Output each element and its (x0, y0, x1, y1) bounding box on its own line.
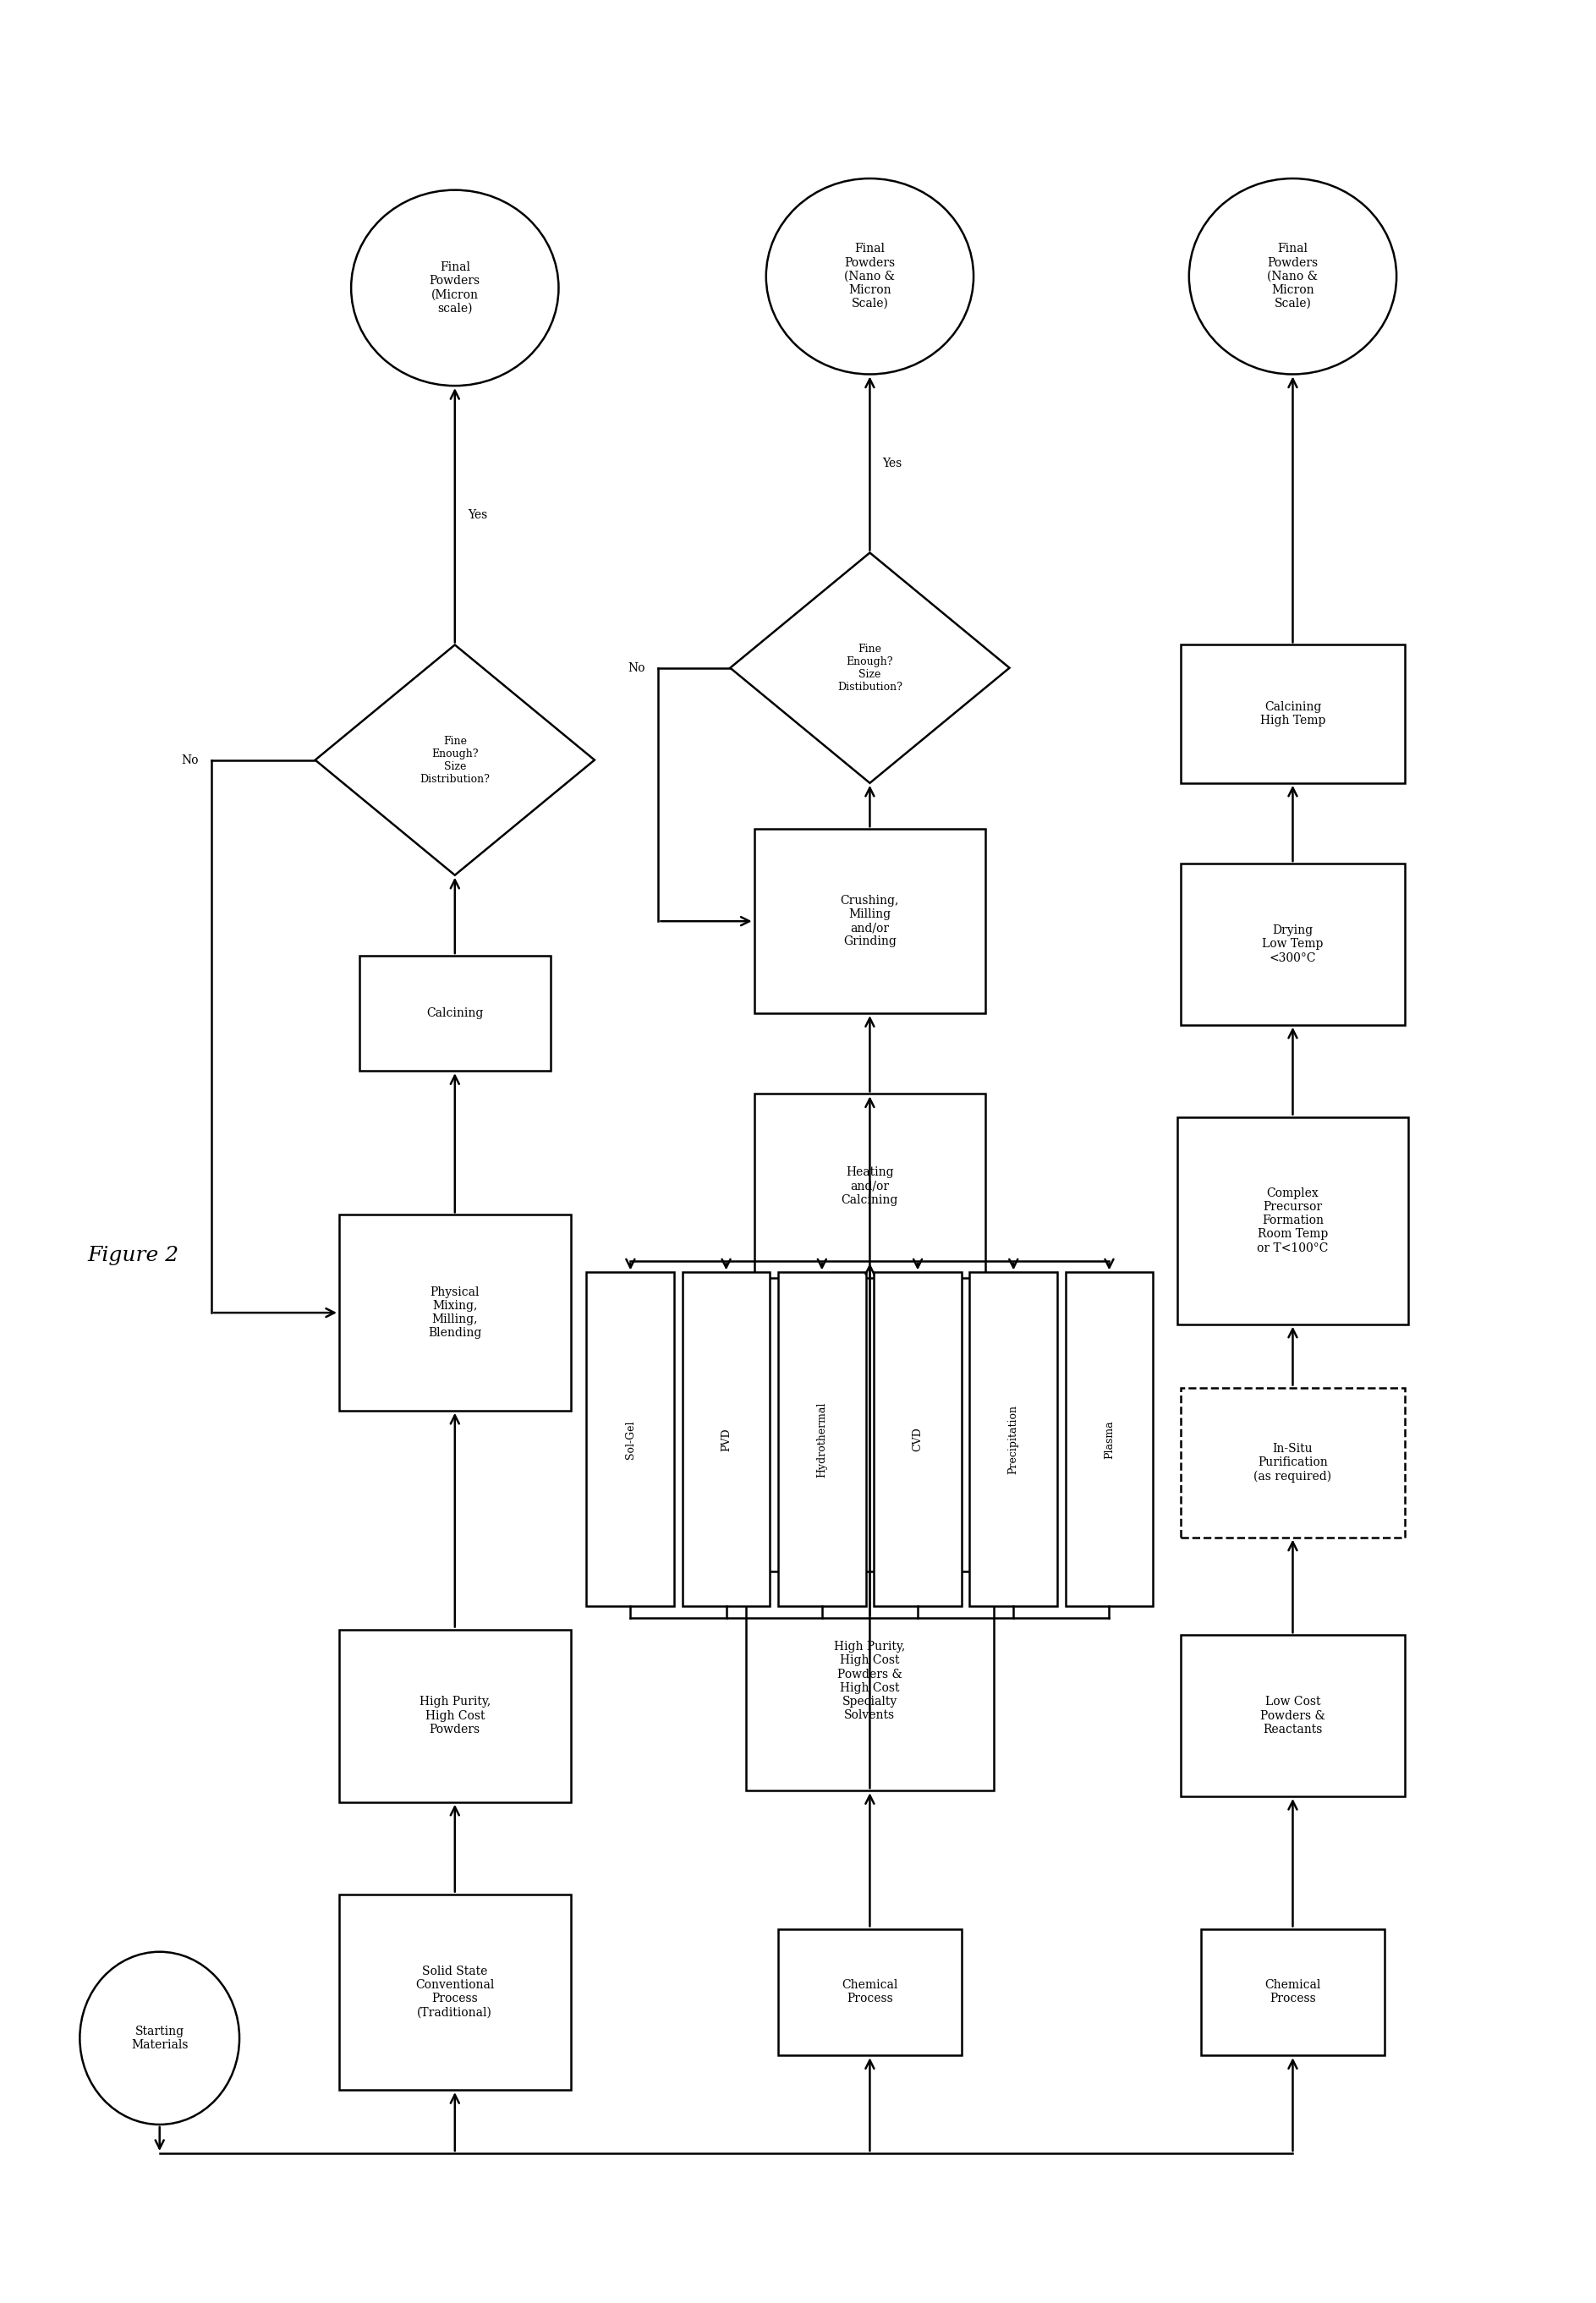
Text: PVD: PVD (721, 1428, 731, 1451)
Polygon shape (314, 645, 594, 875)
Text: Heating
and/or
Calcining: Heating and/or Calcining (841, 1165, 899, 1207)
FancyBboxPatch shape (747, 1571, 993, 1792)
Text: Final
Powders
(Nano &
Micron
Scale): Final Powders (Nano & Micron Scale) (844, 244, 895, 309)
FancyBboxPatch shape (875, 1271, 962, 1607)
Text: Plasma: Plasma (1104, 1421, 1114, 1458)
FancyBboxPatch shape (1181, 864, 1404, 1025)
Text: CVD: CVD (913, 1428, 922, 1451)
FancyBboxPatch shape (683, 1271, 771, 1607)
Text: High Purity,
High Cost
Powders &
High Cost
Specialty
Solvents: High Purity, High Cost Powders & High Co… (835, 1642, 905, 1720)
FancyBboxPatch shape (1181, 645, 1404, 783)
Text: Yes: Yes (883, 458, 902, 470)
Ellipse shape (1189, 180, 1396, 373)
FancyBboxPatch shape (1181, 1386, 1404, 1538)
Text: No: No (629, 661, 645, 675)
Text: No: No (182, 753, 198, 767)
Text: Starting
Materials: Starting Materials (131, 2024, 188, 2052)
Text: Final
Powders
(Micron
scale): Final Powders (Micron scale) (429, 263, 480, 313)
Ellipse shape (351, 191, 559, 385)
Text: Figure 2: Figure 2 (88, 1246, 179, 1264)
FancyBboxPatch shape (755, 829, 986, 1013)
Text: Fine
Enough?
Size
Distibution?: Fine Enough? Size Distibution? (838, 643, 902, 693)
Text: Drying
Low Temp
<300°C: Drying Low Temp <300°C (1262, 924, 1323, 965)
Text: Calcining
High Temp: Calcining High Temp (1259, 700, 1326, 728)
Text: Hydrothermal: Hydrothermal (817, 1403, 827, 1476)
Text: Sol-Gel: Sol-Gel (626, 1421, 635, 1458)
FancyBboxPatch shape (755, 1094, 986, 1278)
Text: Physical
Mixing,
Milling,
Blending: Physical Mixing, Milling, Blending (428, 1287, 482, 1338)
FancyBboxPatch shape (970, 1271, 1058, 1607)
Text: In-Situ
Purification
(as required): In-Situ Purification (as required) (1254, 1442, 1331, 1483)
Text: Yes: Yes (468, 509, 487, 520)
FancyBboxPatch shape (587, 1271, 675, 1607)
FancyBboxPatch shape (779, 1930, 961, 2054)
FancyBboxPatch shape (1178, 1117, 1409, 1324)
FancyBboxPatch shape (1181, 1635, 1404, 1796)
FancyBboxPatch shape (779, 1271, 867, 1607)
FancyBboxPatch shape (1066, 1271, 1154, 1607)
Text: High Purity,
High Cost
Powders: High Purity, High Cost Powders (420, 1695, 490, 1736)
FancyBboxPatch shape (359, 956, 551, 1071)
FancyBboxPatch shape (338, 1893, 570, 2091)
Text: Solid State
Conventional
Process
(Traditional): Solid State Conventional Process (Tradit… (415, 1967, 495, 2017)
FancyBboxPatch shape (338, 1631, 570, 1801)
Text: Precipitation: Precipitation (1009, 1405, 1018, 1474)
Text: Calcining: Calcining (426, 1006, 484, 1020)
Ellipse shape (80, 1953, 239, 2123)
FancyBboxPatch shape (338, 1216, 570, 1409)
Text: Chemical
Process: Chemical Process (1264, 1978, 1321, 2006)
Text: Crushing,
Milling
and/or
Grinding: Crushing, Milling and/or Grinding (841, 896, 899, 947)
Polygon shape (731, 553, 1010, 783)
Text: Final
Powders
(Nano &
Micron
Scale): Final Powders (Nano & Micron Scale) (1267, 244, 1318, 309)
Text: Fine
Enough?
Size
Distribution?: Fine Enough? Size Distribution? (420, 735, 490, 785)
Text: Low Cost
Powders &
Reactants: Low Cost Powders & Reactants (1261, 1695, 1325, 1736)
FancyBboxPatch shape (1202, 1930, 1385, 2054)
Ellipse shape (766, 180, 974, 373)
Text: Complex
Precursor
Formation
Room Temp
or T<100°C: Complex Precursor Formation Room Temp or… (1258, 1188, 1328, 1253)
Text: Chemical
Process: Chemical Process (841, 1978, 899, 2006)
